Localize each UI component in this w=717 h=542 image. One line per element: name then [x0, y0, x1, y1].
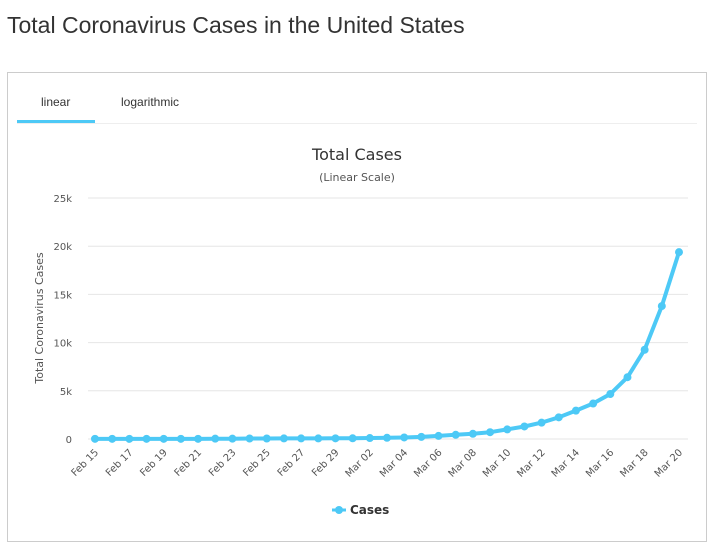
chart-subtitle: (Linear Scale): [319, 171, 395, 184]
data-point: [228, 434, 237, 443]
x-tick-label: Mar 02: [344, 447, 376, 479]
data-point: [383, 433, 391, 442]
legend-label-cases: Cases: [350, 503, 389, 517]
data-point: [91, 434, 99, 443]
data-point: [589, 399, 598, 408]
data-point: [503, 425, 512, 434]
data-point: [365, 434, 374, 443]
x-tick-label: Feb 25: [241, 447, 273, 479]
y-tick-label: 15k: [53, 290, 72, 301]
series-line-cases: [93, 250, 681, 441]
data-point: [675, 248, 683, 257]
x-tick-label: Mar 20: [653, 447, 685, 479]
data-point: [537, 418, 546, 427]
data-point: [468, 429, 477, 438]
data-point: [125, 434, 134, 443]
data-point: [279, 434, 288, 443]
data-point: [314, 434, 323, 443]
x-tick-label: Mar 10: [481, 447, 513, 479]
x-tick-label: Mar 04: [378, 447, 410, 479]
scale-tabs: linear logarithmic: [17, 73, 697, 124]
data-point: [245, 434, 254, 443]
x-tick-label: Feb 21: [173, 447, 205, 479]
y-tick-label: 5k: [60, 387, 72, 398]
chart-card: linear logarithmic Total Cases (Linear S…: [7, 72, 707, 542]
y-tick-label: 10k: [53, 339, 72, 350]
x-tick-label: Feb 17: [104, 447, 136, 479]
page-title: Total Coronavirus Cases in the United St…: [7, 12, 465, 38]
x-tick-label: Mar 12: [515, 447, 547, 479]
x-axis-ticks: Feb 15 Feb 17 Feb 19 Feb 21 Feb 23 Feb 25 Feb …: [70, 447, 686, 479]
data-point: [194, 434, 203, 443]
data-point: [348, 434, 357, 443]
series-cases: [91, 248, 683, 443]
y-tick-label: 0: [66, 435, 72, 446]
data-point: [451, 430, 460, 439]
data-point: [297, 434, 306, 443]
data-point: [400, 433, 409, 442]
data-point: [142, 434, 151, 443]
x-tick-label: Feb 15: [70, 447, 102, 479]
x-tick-label: Feb 23: [207, 447, 239, 479]
tab-logarithmic[interactable]: logarithmic: [121, 95, 180, 109]
x-tick-label: Mar 14: [550, 447, 582, 479]
data-point: [331, 434, 340, 443]
data-point: [554, 413, 563, 422]
chart-title: Total Cases: [311, 145, 402, 164]
x-tick-label: Feb 27: [276, 447, 308, 479]
data-point: [657, 302, 666, 311]
active-tab-indicator: [17, 120, 95, 123]
cases-chart: Total Cases (Linear Scale) Total Coronav…: [33, 145, 688, 517]
legend-marker: [335, 506, 343, 514]
data-point: [159, 434, 168, 443]
data-point: [640, 345, 649, 354]
y-axis-ticks: 0 5k 10k 15k 20k 25k: [53, 194, 72, 446]
data-point: [486, 428, 495, 437]
data-point: [606, 390, 615, 399]
y-tick-label: 25k: [53, 194, 72, 205]
y-tick-label: 20k: [53, 242, 72, 253]
x-tick-label: Mar 18: [618, 447, 650, 479]
legend[interactable]: Cases: [332, 503, 389, 517]
data-point: [262, 434, 271, 443]
x-tick-label: Mar 06: [412, 447, 444, 479]
data-point: [108, 434, 117, 443]
data-point: [520, 422, 529, 431]
data-point: [417, 432, 426, 441]
x-tick-label: Mar 16: [584, 447, 616, 479]
data-point: [211, 434, 220, 443]
data-point: [176, 434, 185, 443]
data-point: [623, 373, 632, 382]
x-tick-label: Feb 29: [310, 447, 342, 479]
y-axis-label: Total Coronavirus Cases: [33, 252, 46, 385]
x-tick-label: Mar 08: [447, 447, 479, 479]
data-point: [434, 431, 443, 440]
x-tick-label: Feb 19: [138, 447, 170, 479]
tab-linear[interactable]: linear: [41, 95, 71, 109]
data-point: [571, 406, 580, 415]
